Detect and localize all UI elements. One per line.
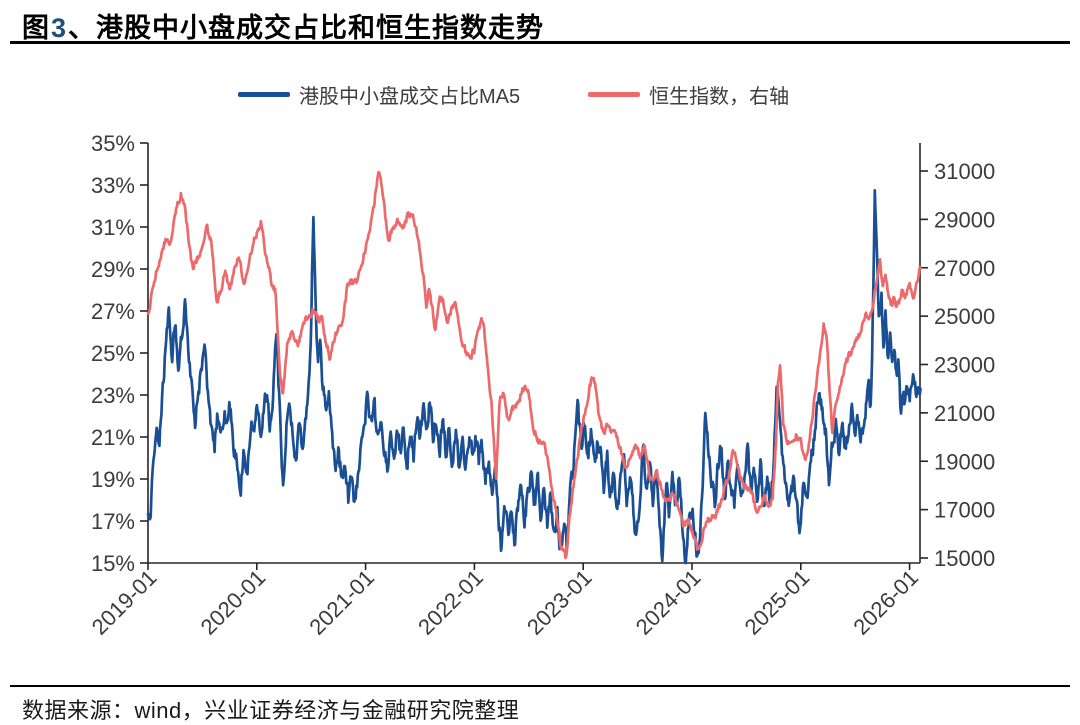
y-axis-left-tick-label: 23% bbox=[91, 383, 135, 408]
legend-line-swatch-ma5 bbox=[238, 92, 290, 97]
y-axis-right-tick-label: 29000 bbox=[934, 207, 995, 232]
legend-item-ma5: 港股中小盘成交占比MA5 bbox=[238, 80, 520, 109]
y-axis-left-tick-label: 35% bbox=[91, 131, 135, 156]
y-axis-left-tick-label: 33% bbox=[91, 173, 135, 198]
y-axis-left-tick-label: 25% bbox=[91, 341, 135, 366]
y-axis-right-tick-label: 25000 bbox=[934, 304, 995, 329]
x-axis-tick-label: 2026-01 bbox=[848, 565, 923, 640]
y-axis-left-tick-label: 21% bbox=[91, 425, 135, 450]
legend-label-hsi: 恒生指数，右轴 bbox=[649, 86, 790, 108]
figure-title: 图3、港股中小盘成交占比和恒生指数走势 bbox=[22, 6, 544, 45]
footer-divider-line bbox=[10, 685, 1070, 687]
y-axis-left-tick-label: 29% bbox=[91, 257, 135, 282]
y-axis-right-tick-label: 21000 bbox=[934, 401, 995, 426]
y-axis-right-tick-label: 19000 bbox=[934, 449, 995, 474]
x-axis-tick-label: 2025-01 bbox=[740, 565, 815, 640]
chart-legend: 港股中小盘成交占比MA5 恒生指数，右轴 bbox=[238, 80, 789, 109]
y-axis-left-tick-label: 27% bbox=[91, 299, 135, 324]
x-axis-tick-label: 2024-01 bbox=[631, 565, 706, 640]
figure-title-text: 、港股中小盘成交占比和恒生指数走势 bbox=[68, 13, 545, 43]
x-axis-tick-label: 2023-01 bbox=[522, 565, 597, 640]
x-axis-tick-label: 2021-01 bbox=[304, 565, 379, 640]
figure-number: 3 bbox=[51, 13, 68, 43]
title-divider-line bbox=[10, 41, 1070, 44]
legend-label-ma5: 港股中小盘成交占比MA5 bbox=[299, 86, 521, 108]
x-axis-tick-label: 2022-01 bbox=[413, 565, 488, 640]
x-axis-tick-label: 2020-01 bbox=[196, 565, 271, 640]
y-axis-left-tick-label: 17% bbox=[91, 509, 135, 534]
figure-title-prefix: 图 bbox=[22, 13, 50, 43]
y-axis-right-tick-label: 15000 bbox=[934, 546, 995, 571]
y-axis-right-tick-label: 17000 bbox=[934, 498, 995, 523]
y-axis-right-tick-label: 27000 bbox=[934, 256, 995, 281]
y-axis-left-tick-label: 19% bbox=[91, 467, 135, 492]
y-axis-left-tick-label: 15% bbox=[91, 551, 135, 576]
legend-line-swatch-hsi bbox=[588, 92, 641, 97]
y-axis-left-tick-label: 31% bbox=[91, 215, 135, 240]
series-hsi-line bbox=[146, 170, 922, 560]
y-axis-right-tick-label: 31000 bbox=[934, 159, 995, 184]
y-axis-right-tick-label: 23000 bbox=[934, 353, 995, 378]
legend-item-hsi: 恒生指数，右轴 bbox=[588, 80, 789, 109]
data-source-note: 数据来源：wind，兴业证券经济与金融研究院整理 bbox=[22, 698, 520, 723]
x-axis-tick-label: 2019-01 bbox=[87, 565, 162, 640]
